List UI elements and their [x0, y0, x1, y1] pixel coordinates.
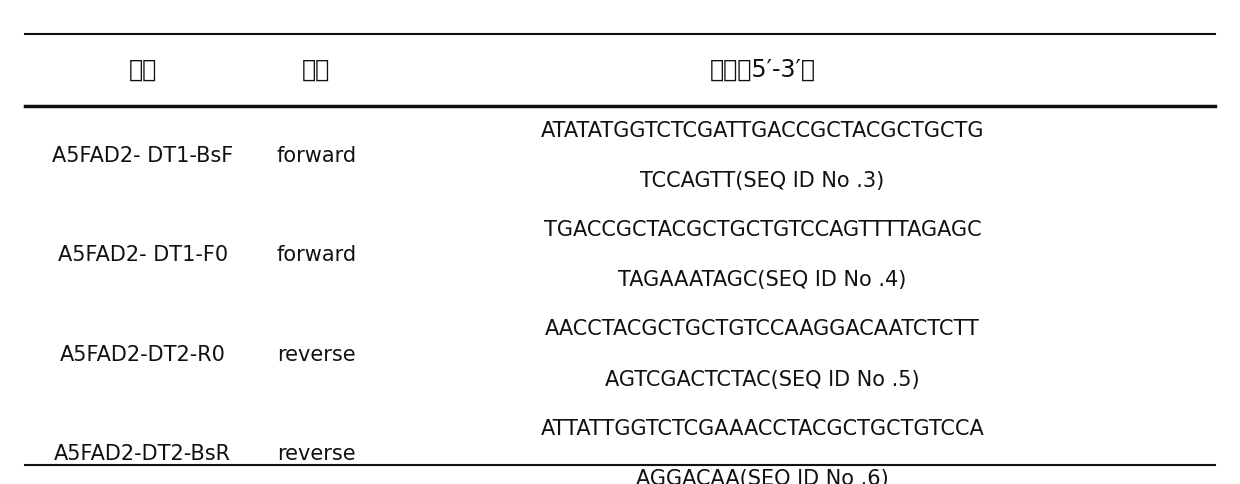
Text: forward: forward: [277, 146, 356, 166]
Text: ATATATGGTCTCGATTGACCGCTACGCTGCTG: ATATATGGTCTCGATTGACCGCTACGCTGCTG: [541, 121, 985, 141]
Text: TGACCGCTACGCTGCTGTCCAGTTTTAGAGC: TGACCGCTACGCTGCTGTCCAGTTTTAGAGC: [544, 220, 981, 240]
Text: A5FAD2-DT2-R0: A5FAD2-DT2-R0: [60, 345, 226, 364]
Text: 引物: 引物: [129, 58, 156, 82]
Text: TAGAAATAGC(SEQ ID No .4): TAGAAATAGC(SEQ ID No .4): [619, 271, 906, 290]
Text: A5FAD2-DT2-BsR: A5FAD2-DT2-BsR: [55, 444, 231, 464]
Text: AACCTACGCTGCTGTCCAAGGACAATCTCTT: AACCTACGCTGCTGTCCAAGGACAATCTCTT: [546, 319, 980, 339]
Text: A5FAD2- DT1-BsF: A5FAD2- DT1-BsF: [52, 146, 233, 166]
Text: reverse: reverse: [277, 345, 356, 364]
Text: reverse: reverse: [277, 444, 356, 464]
Text: A5FAD2- DT1-F0: A5FAD2- DT1-F0: [57, 245, 228, 265]
Text: AGTCGACTCTAC(SEQ ID No .5): AGTCGACTCTAC(SEQ ID No .5): [605, 370, 920, 390]
Text: 方向: 方向: [303, 58, 330, 82]
Text: 序列（5′-3′）: 序列（5′-3′）: [709, 58, 816, 82]
Text: forward: forward: [277, 245, 356, 265]
Text: TCCAGTT(SEQ ID No .3): TCCAGTT(SEQ ID No .3): [641, 171, 884, 191]
Text: AGGACAA(SEQ ID No .6): AGGACAA(SEQ ID No .6): [636, 469, 889, 484]
Text: ATTATTGGTCTCGAAACCTACGCTGCTGTCCA: ATTATTGGTCTCGAAACCTACGCTGCTGTCCA: [541, 419, 985, 439]
